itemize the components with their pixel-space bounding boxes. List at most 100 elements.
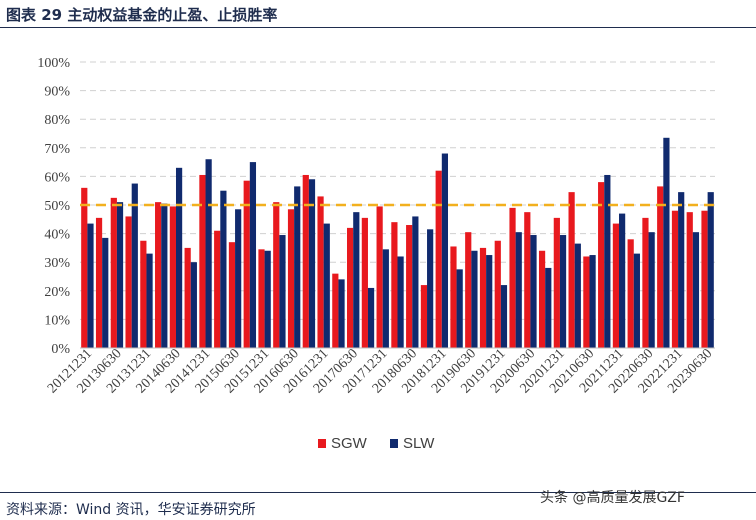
bar-sgw-20190630 xyxy=(465,232,472,348)
y-tick-label: 0% xyxy=(51,342,70,357)
bar-slw-20200331 xyxy=(515,232,522,348)
bar-slw-20160930 xyxy=(308,179,316,348)
bar-sgw-20170630 xyxy=(346,227,354,348)
bar-sgw-20170331 xyxy=(332,273,339,348)
bar-chart: 0% 10% 20% 30% 40% 50% 60% 70% 80% 90% 100% 201212… xyxy=(37,56,715,452)
y-tick-label: 40% xyxy=(44,228,70,243)
bar-sgw-20140930 xyxy=(184,247,191,348)
bar-slw-20230331 xyxy=(692,232,700,348)
bar-sgw-20210930 xyxy=(598,182,605,348)
bar-slw-20160630 xyxy=(294,186,301,348)
bar-slw-20150331 xyxy=(220,190,227,348)
bar-sgw-20121231 xyxy=(81,187,88,348)
bar-sgw-20190331 xyxy=(450,246,457,348)
bar-sgw-20230630 xyxy=(701,210,708,348)
bar-slw-20220630 xyxy=(648,232,655,348)
bar-slw-20140331 xyxy=(161,203,168,348)
bars xyxy=(81,137,714,348)
y-axis-ticks: 0% 10% 20% 30% 40% 50% 60% 70% 80% 90% 100% xyxy=(37,56,70,357)
y-tick-label: 60% xyxy=(44,170,70,185)
bar-sgw-20131231 xyxy=(140,240,147,348)
bar-sgw-20160930 xyxy=(302,174,309,348)
bar-sgw-20150630 xyxy=(228,242,236,348)
bar-slw-20220331 xyxy=(633,253,640,348)
bar-slw-20150930 xyxy=(249,162,257,348)
legend-swatch-slw xyxy=(390,439,398,448)
legend-label-slw: SLW xyxy=(403,435,435,452)
bar-sgw-20200630 xyxy=(524,212,531,348)
source-note: 资料来源：Wind 资讯，华安证券研究所 xyxy=(6,502,256,518)
bar-slw-20140930 xyxy=(190,262,197,348)
bar-slw-20200630 xyxy=(530,235,537,348)
bar-slw-20221231 xyxy=(678,192,685,348)
bar-slw-20190930 xyxy=(486,255,493,348)
bar-slw-20200930 xyxy=(545,267,552,348)
x-axis-ticks: 2012123120130630201312312014063020141231… xyxy=(45,346,715,396)
bar-slw-20150630 xyxy=(235,209,242,348)
bar-sgw-20180331 xyxy=(391,222,398,348)
y-tick-label: 80% xyxy=(44,113,70,128)
bar-sgw-20151231 xyxy=(258,249,265,348)
bar-sgw-20130331 xyxy=(95,217,103,348)
bar-sgw-20130630 xyxy=(110,197,117,348)
top-rule xyxy=(0,27,756,28)
bar-sgw-20210331 xyxy=(568,192,575,348)
bar-sgw-20180930 xyxy=(420,285,428,348)
bar-sgw-20140630 xyxy=(169,206,176,348)
bar-sgw-20170930 xyxy=(361,217,368,348)
bar-slw-20180331 xyxy=(397,256,404,348)
bar-sgw-20161231 xyxy=(317,196,324,348)
bar-slw-20211231 xyxy=(619,213,626,348)
bar-sgw-20191231 xyxy=(494,240,501,348)
y-tick-label: 90% xyxy=(44,85,70,100)
y-tick-label: 30% xyxy=(44,256,70,271)
bar-sgw-20230331 xyxy=(686,212,693,348)
bar-sgw-20160331 xyxy=(273,202,280,348)
y-tick-label: 100% xyxy=(37,56,70,71)
legend: SGW SLW xyxy=(318,435,435,452)
bar-sgw-20220630 xyxy=(642,217,649,348)
bar-sgw-20180630 xyxy=(406,225,413,348)
bar-sgw-20130930 xyxy=(125,216,132,348)
bar-slw-20190331 xyxy=(456,269,463,348)
bar-slw-20160331 xyxy=(279,235,286,348)
bar-sgw-20141231 xyxy=(199,174,206,348)
bar-slw-20210630 xyxy=(589,255,596,348)
bar-sgw-20181231 xyxy=(435,170,442,348)
bar-sgw-20190930 xyxy=(479,247,487,348)
bar-slw-20181231 xyxy=(441,153,449,348)
bar-sgw-20220331 xyxy=(627,239,634,348)
y-tick-label: 10% xyxy=(44,313,70,328)
bar-slw-20210331 xyxy=(574,243,581,348)
bar-slw-20151231 xyxy=(264,250,271,348)
y-tick-label: 50% xyxy=(44,199,70,214)
bar-sgw-20150930 xyxy=(243,180,250,348)
watermark-text: 头条 @高质量发展GZF xyxy=(540,490,685,506)
bar-sgw-20211231 xyxy=(612,223,620,348)
bar-sgw-20221231 xyxy=(671,210,679,348)
bar-sgw-20200930 xyxy=(538,250,546,348)
bar-sgw-20140331 xyxy=(155,202,162,348)
bar-sgw-20210630 xyxy=(583,256,590,348)
legend-swatch-sgw xyxy=(318,439,326,448)
bar-slw-20170331 xyxy=(338,279,345,348)
bar-slw-20130331 xyxy=(102,237,109,348)
bar-sgw-20200331 xyxy=(509,207,516,348)
bar-slw-20121231 xyxy=(87,223,94,348)
bar-slw-20170930 xyxy=(367,287,375,348)
bar-slw-20170630 xyxy=(353,212,360,348)
bar-sgw-20171231 xyxy=(376,206,383,348)
bar-slw-20210930 xyxy=(604,174,611,348)
bottom-rule xyxy=(0,492,756,493)
bar-slw-20141231 xyxy=(205,159,212,348)
bar-slw-20171231 xyxy=(382,249,389,348)
chart-title: 图表 29 主动权益基金的止盈、止损胜率 xyxy=(6,6,278,24)
bar-slw-20190630 xyxy=(471,250,478,348)
bar-slw-20161231 xyxy=(323,223,330,348)
bar-sgw-20220930 xyxy=(657,186,664,348)
bar-slw-20230630 xyxy=(707,192,714,348)
bar-slw-20191231 xyxy=(500,285,508,348)
bar-slw-20220930 xyxy=(663,137,670,348)
y-tick-label: 20% xyxy=(44,285,70,300)
y-tick-label: 70% xyxy=(44,142,70,157)
